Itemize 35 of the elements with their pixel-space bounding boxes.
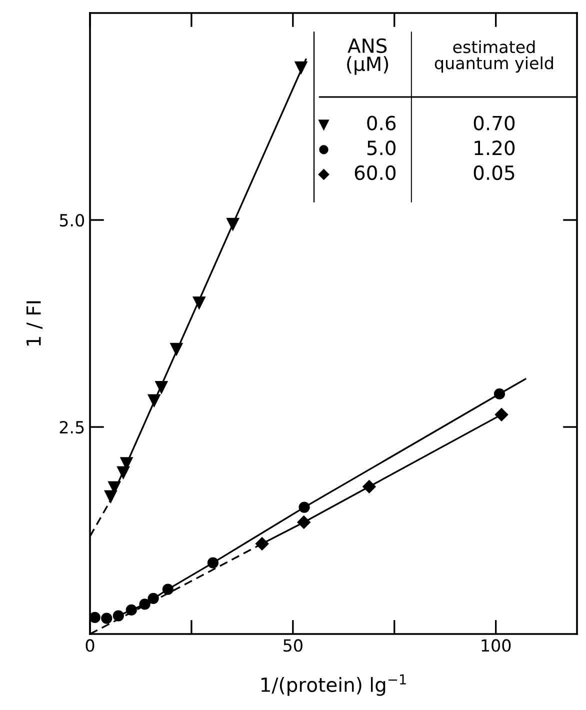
point [192, 296, 206, 310]
point [494, 408, 508, 422]
point [90, 612, 100, 623]
legend-label: 60.0 [354, 165, 396, 180]
point [162, 584, 174, 595]
point [207, 557, 219, 568]
point [101, 612, 112, 624]
annotation: 0.05 [474, 165, 514, 180]
x-axis-title: 1/(protein) lg$^{−1}$ [261, 674, 406, 696]
point [104, 490, 117, 503]
x-tick-label: 0 [86, 639, 94, 652]
annotation: 0.70 [474, 116, 515, 130]
y-axis-title: 1 / FI [26, 301, 43, 346]
point [148, 394, 160, 407]
x-tick-label: 50 [284, 639, 302, 652]
legend-title: ANS (μM) [347, 38, 388, 75]
point [148, 592, 159, 604]
point [255, 537, 269, 550]
legend-label: 5.0 [367, 140, 396, 156]
annotation: estimated quantum yield [434, 40, 553, 73]
point [362, 480, 376, 494]
point [226, 218, 240, 230]
point [297, 516, 310, 529]
annotation: 1.20 [474, 140, 515, 156]
point [298, 502, 310, 513]
point [155, 381, 168, 394]
point [170, 342, 183, 356]
point [126, 604, 137, 616]
y-tick-label: 2.5 [60, 420, 84, 434]
point [112, 610, 124, 622]
legend-label: 0.6 [367, 116, 396, 130]
point [494, 388, 506, 400]
point [294, 61, 308, 74]
x-tick-label: 100 [482, 639, 511, 652]
point [139, 598, 150, 610]
